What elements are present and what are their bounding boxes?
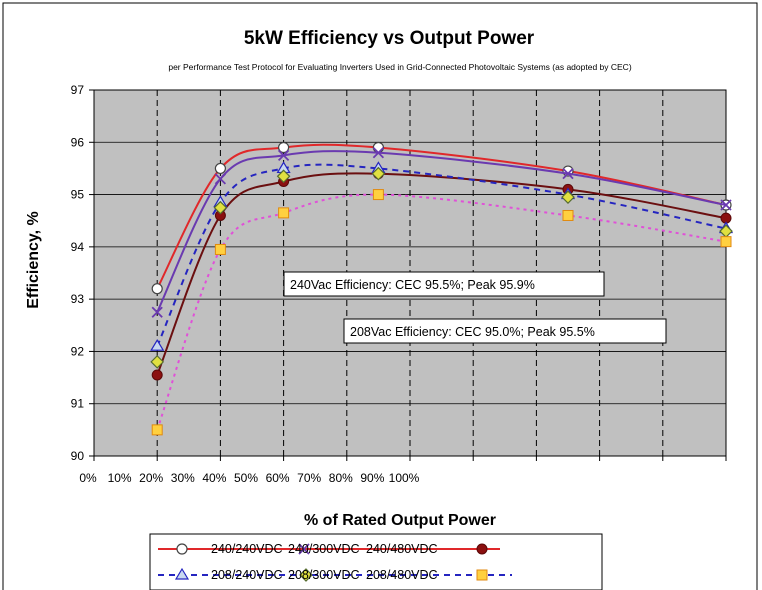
data-point [151,424,163,436]
series-line [156,143,727,290]
x-tick-label: 90% [360,471,384,485]
legend-marker [298,543,310,555]
y-tick-label: 90 [71,449,85,463]
y-tick-label: 95 [71,188,85,202]
data-point [151,369,163,381]
legend-marker [299,568,313,582]
x-tick-label: 60% [266,471,290,485]
legend-label: 240/480VDC [366,542,438,556]
x-tick-label: 70% [297,471,321,485]
y-axis-title: Efficiency, % [25,211,42,309]
series-group [150,141,734,436]
data-point [299,568,313,582]
legend-box [149,533,603,590]
data-point [476,569,488,581]
y-tick-label: 94 [71,240,85,254]
series-208-480vdc [151,189,732,436]
y-tick-label: 91 [71,397,85,411]
x-tick-label: 40% [202,471,226,485]
data-point [213,200,228,215]
data-point [276,169,291,184]
data-point [371,166,386,181]
y-tick-label: 97 [71,83,85,97]
annotation-box [343,318,667,344]
data-point [214,162,226,175]
data-point [476,543,488,555]
data-point [278,141,290,154]
legend-label: 208/240VDC [211,568,283,582]
series-208-300vdc [150,166,733,369]
data-point [561,190,575,205]
x-tick-label: 100% [389,471,420,485]
legend-marker [476,569,488,581]
data-point [562,209,574,221]
data-point [174,567,190,580]
x-axis-title: % of Rated Output Power [304,512,496,529]
data-point [298,543,310,555]
x-tick-label: 50% [234,471,258,485]
legend-label: 208/480VDC [366,568,438,582]
annotation-text: 208Vac Efficiency: CEC 95.0%; Peak 95.5% [350,325,595,339]
legend-label: 240/300VDC [288,542,360,556]
x-tick-label: 80% [329,471,353,485]
legend-marker [476,543,488,555]
data-point [372,147,385,159]
y-tick-label: 92 [71,344,85,358]
legend-label: 240/240VDC [211,542,283,556]
chart-subtitle: per Performance Test Protocol for Evalua… [168,62,631,72]
annotation-box [283,271,605,297]
legend-label: 208/300VDC [288,568,360,582]
legend-marker [174,567,190,580]
legend-marker [176,543,188,555]
data-point [372,189,384,201]
y-tick-label: 96 [71,135,85,149]
data-point [176,543,188,555]
data-point [214,243,226,255]
data-point [214,173,227,185]
x-tick-label: 10% [108,471,132,485]
x-tick-label: 30% [171,471,195,485]
chart-title: 5kW Efficiency vs Output Power [244,28,535,49]
annotations: 240Vac Efficiency: CEC 95.5%; Peak 95.9%… [283,271,667,344]
axes: 90 91 92 93 94 95 96 97 0% 10% 20% 30% 40% 50% 60% 70% 8… [71,83,727,485]
series-240-300vdc [151,147,732,318]
y-tick-label: 93 [71,292,85,306]
data-point [277,149,290,161]
series-line [156,150,727,313]
data-point [151,306,163,318]
data-point [150,339,165,351]
data-point [278,207,290,219]
series-line [156,163,727,347]
x-tick-label: 0% [79,471,97,485]
x-tick-label: 20% [139,471,163,485]
data-point [372,141,384,154]
annotation-text: 240Vac Efficiency: CEC 95.5%; Peak 95.9% [290,278,535,292]
series-line [156,172,727,376]
legend: 240/240VDC 240/300VDC 240/480VDC 208/240VDC… [149,533,603,590]
data-point [720,236,732,248]
data-point [562,168,574,180]
data-point [720,199,732,211]
data-point [151,283,163,295]
data-point [150,355,165,369]
series-line [156,193,727,431]
